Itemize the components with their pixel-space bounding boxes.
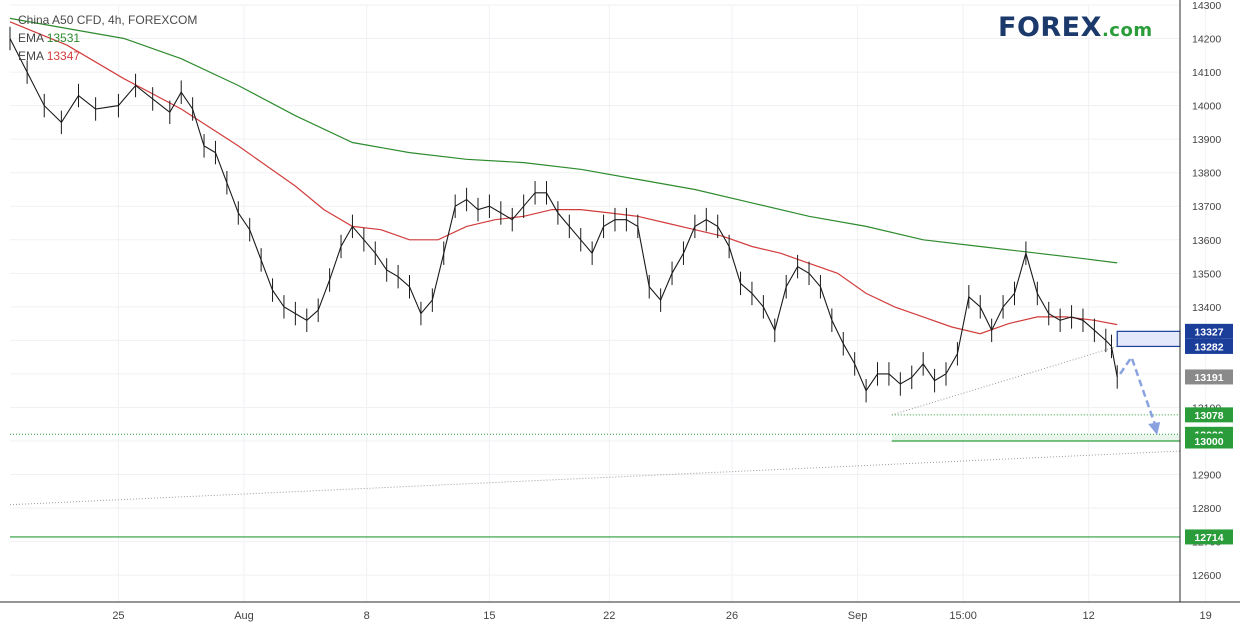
price-tag-label: 13078 (1194, 410, 1223, 422)
forex-logo: FOREX.com (998, 12, 1153, 43)
x-tick-label: Aug (234, 610, 254, 622)
price-tag-label: 13191 (1194, 372, 1223, 384)
y-tick-label: 13600 (1192, 235, 1221, 247)
y-tick-label: 12800 (1192, 503, 1221, 515)
x-tick-label: 26 (726, 610, 738, 622)
trendline-short (891, 345, 1118, 416)
price-tag-label: 13327 (1194, 326, 1223, 338)
y-tick-label: 14300 (1192, 0, 1221, 12)
projection-arrowhead (1148, 421, 1161, 435)
y-tick-label: 14200 (1192, 34, 1221, 46)
ema-short-value: 13347 (46, 49, 81, 63)
y-tick-label: 14000 (1192, 101, 1221, 113)
ema-short-legend: EMA 13347 (18, 47, 197, 65)
x-tick-label: Sep (848, 610, 868, 622)
price-tag-label: 12714 (1194, 532, 1223, 544)
chart-lines (9, 17, 1181, 538)
axes: 1260012700128001290013000131001320013300… (0, 0, 1240, 622)
y-tick-label: 13800 (1192, 168, 1221, 180)
price-tag-box (1185, 323, 1233, 339)
ema-short-line (9, 21, 1118, 335)
ema-long-line (9, 17, 1118, 264)
price-tag-label: 13000 (1194, 436, 1223, 448)
price-tag-label: 13282 (1194, 341, 1223, 353)
price-tag-box (1185, 407, 1233, 423)
x-tick-label: 25 (112, 610, 124, 622)
projection-arrow (1119, 354, 1159, 432)
resistance-zone (1116, 330, 1181, 348)
y-tick-label: 13400 (1192, 302, 1221, 314)
x-tick-label: 22 (603, 610, 615, 622)
support-zone (891, 434, 1180, 442)
price-tag-box (1185, 338, 1233, 354)
grid (10, 4, 1207, 602)
ema-long-value: 13531 (46, 31, 81, 45)
x-tick-label: 19 (1200, 610, 1212, 622)
ema-long-label: EMA (18, 31, 44, 45)
ema-short-label: EMA (18, 49, 44, 63)
x-tick-label: 8 (364, 610, 370, 622)
x-tick-label: 12 (1083, 610, 1095, 622)
price-tag-box (1185, 369, 1233, 385)
x-tick-label: 15 (483, 610, 495, 622)
price-tag-box (1185, 529, 1233, 545)
ema-long-legend: EMA 13531 (18, 29, 197, 47)
chart-title: China A50 CFD, 4h, FOREXCOM (18, 13, 198, 27)
price-line (9, 38, 1118, 392)
y-tick-label: 12600 (1192, 570, 1221, 582)
y-tick-label: 12900 (1192, 470, 1221, 482)
y-tick-label: 13700 (1192, 201, 1221, 213)
y-tick-label: 13500 (1192, 268, 1221, 280)
trendline-long (9, 450, 1181, 506)
x-tick-label: 15:00 (949, 610, 977, 622)
logo-suffix: .com (1101, 20, 1153, 41)
y-tick-label: 14100 (1192, 67, 1221, 79)
y-tick-label: 13900 (1192, 134, 1221, 146)
chart-legend: China A50 CFD, 4h, FOREXCOM EMA 13531 EM… (18, 11, 197, 65)
price-tag-box (1185, 433, 1233, 449)
logo-main: FOREX (998, 12, 1102, 43)
